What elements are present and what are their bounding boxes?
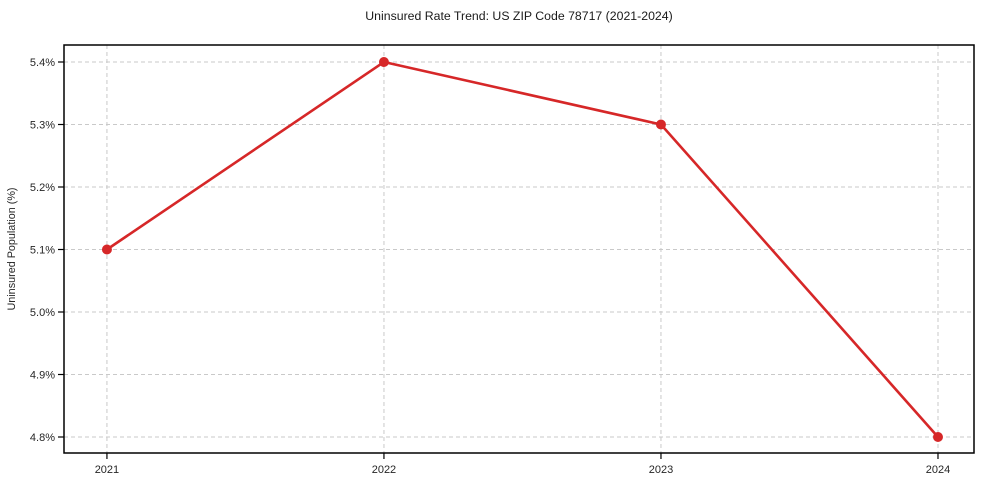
y-tick-label: 5.0%: [30, 307, 55, 319]
y-tick-label: 5.4%: [30, 57, 55, 69]
data-point-marker: [378, 57, 389, 67]
data-point-marker: [655, 119, 666, 130]
data-point-marker: [101, 244, 112, 255]
y-tick-label: 4.8%: [30, 432, 55, 444]
y-tick-label: 5.1%: [30, 244, 55, 256]
y-tick-label: 5.2%: [30, 182, 55, 194]
x-tick-label: 2022: [372, 464, 396, 476]
plot-border: [63, 44, 975, 454]
axis-tick-labels: 4.8% 4.9% 5.0% 5.1% 5.2% 5.3% 5.4% 2021 2022 2023…: [30, 57, 950, 476]
y-tick-label: 4.9%: [30, 369, 55, 381]
data-point-marker: [932, 432, 943, 442]
y-tick-label: 5.3%: [30, 119, 55, 131]
trend-line: [105, 60, 940, 439]
x-tick-label: 2021: [95, 464, 119, 476]
axis-ticks: [58, 61, 939, 459]
plot-frame: [63, 44, 975, 454]
chart-title: Uninsured Rate Trend: US ZIP Code 78717 …: [365, 9, 672, 23]
x-tick-label: 2023: [649, 464, 673, 476]
data-series: [101, 57, 943, 442]
gridlines: [64, 45, 974, 453]
y-axis-label: Uninsured Population (%): [6, 187, 18, 310]
x-tick-label: 2024: [926, 464, 950, 476]
